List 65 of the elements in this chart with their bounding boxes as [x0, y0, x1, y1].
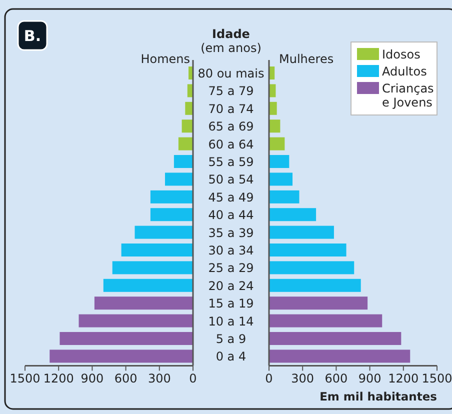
- y-tick-label: 50 a 54: [208, 172, 254, 187]
- x-tick-label: 1500: [422, 372, 452, 386]
- y-tick-label: 75 a 79: [208, 84, 254, 98]
- bar: [182, 120, 193, 133]
- y-tick-label: 20 a 24: [208, 278, 254, 293]
- y-tick-label: 80 ou mais: [198, 66, 264, 80]
- bar: [150, 190, 193, 204]
- x-tick-label: 1200: [43, 372, 74, 386]
- legend-label: Adultos: [382, 64, 427, 78]
- bar: [269, 314, 382, 328]
- x-tick-label: 900: [358, 372, 382, 386]
- y-tick-label: 55 a 59: [208, 155, 254, 169]
- bar: [269, 296, 368, 310]
- y-tick-label: 0 a 4: [216, 350, 246, 364]
- bar: [112, 261, 193, 274]
- y-tick-label: 60 a 64: [208, 137, 254, 152]
- x-tick-label: 0: [265, 372, 273, 386]
- bar: [50, 350, 193, 363]
- bar: [150, 208, 193, 222]
- x-tick-label: 1500: [10, 372, 40, 386]
- y-axis-title: Idade (em anos): [200, 27, 262, 55]
- y-tick-label: 10 a 14: [208, 314, 254, 328]
- y-tick-label: 25 a 29: [208, 261, 254, 276]
- bar: [269, 350, 410, 363]
- y-tick-label: 30 a 34: [208, 244, 254, 258]
- x-axis-title: Em mil habitantes: [320, 390, 438, 404]
- y-tick-label: 35 a 39: [208, 226, 254, 240]
- bar: [94, 296, 193, 310]
- y-tick-label: 70 a 74: [208, 102, 254, 116]
- bar: [78, 314, 193, 328]
- bar: [185, 102, 193, 115]
- y-tick-label: 40 a 44: [208, 208, 254, 222]
- bar: [103, 278, 193, 292]
- y-tick-label: 5 a 9: [216, 332, 246, 346]
- bar: [134, 226, 193, 239]
- legend-label: Idosos: [382, 48, 420, 62]
- x-tick-label: 300: [291, 372, 314, 386]
- x-tick-label: 0: [189, 372, 197, 386]
- bar: [60, 332, 193, 345]
- x-tick-label: 1200: [388, 372, 419, 386]
- bar: [121, 244, 193, 256]
- bar: [178, 137, 193, 150]
- bar: [174, 155, 193, 168]
- y-tick-label: 15 a 19: [208, 296, 254, 311]
- bar: [269, 226, 334, 239]
- bar: [269, 244, 346, 256]
- legend-label: Crianças e Jovens: [382, 82, 434, 110]
- bar: [269, 261, 354, 274]
- chart-title: Homens: [140, 52, 190, 66]
- bar: [269, 278, 361, 292]
- x-tick-label: 600: [114, 372, 138, 386]
- y-tick-label: 65 a 69: [208, 120, 254, 134]
- x-tick-label: 600: [324, 372, 348, 386]
- y-tick-label: 45 a 49: [208, 190, 254, 204]
- bar: [269, 190, 300, 204]
- bar: [269, 172, 293, 186]
- bar: [269, 137, 285, 150]
- bar: [269, 332, 402, 345]
- bar: [165, 172, 193, 186]
- bar: [269, 208, 316, 222]
- x-tick-label: 300: [148, 372, 171, 386]
- bar: [269, 155, 290, 168]
- x-tick-label: 900: [80, 372, 104, 386]
- chart-title: Mulheres: [279, 52, 334, 66]
- text: B.: [24, 27, 42, 45]
